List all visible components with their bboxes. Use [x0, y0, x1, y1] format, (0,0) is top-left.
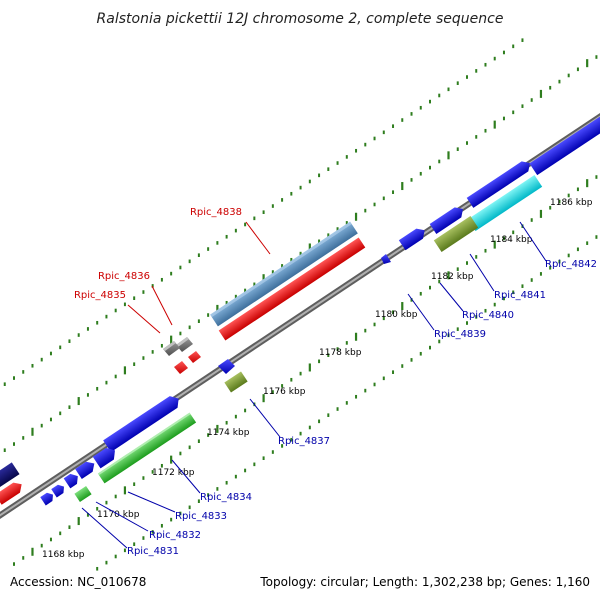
gene-red-small-b[interactable] [188, 351, 201, 363]
gene-blue-lower-left[interactable] [40, 491, 56, 506]
gene-label-leader [151, 285, 173, 326]
tick-label: 1182 kbp [431, 272, 474, 282]
gene-label-leader [439, 282, 464, 312]
gene-label-leader [519, 221, 547, 262]
gene-label-leader [95, 501, 149, 532]
gene-rpic-4838-red[interactable] [218, 237, 366, 341]
gene-label[interactable]: Rpic_4831 [127, 546, 179, 557]
tick-label: 1178 kbp [319, 348, 362, 358]
gene-label-leader [245, 221, 271, 255]
gene-label-leader [171, 459, 201, 494]
tick-label: 1174 kbp [207, 428, 250, 438]
gene-rpic-4837[interactable] [218, 359, 235, 374]
gene-label-leader [407, 293, 435, 331]
gene-blue-upper-right-4[interactable] [398, 225, 428, 251]
gene-label[interactable]: Rpic_4842 [545, 259, 597, 270]
gene-blue-upper-3[interactable] [75, 458, 97, 479]
gene-blue-upper-right-1[interactable] [429, 204, 467, 234]
gene-label-leader [249, 398, 281, 438]
gene-label[interactable]: Rpic_4832 [149, 530, 201, 541]
gene-label-leader [81, 507, 128, 549]
tick-label: 1186 kbp [550, 198, 593, 208]
tick-label: 1184 kbp [490, 235, 533, 245]
gene-label[interactable]: Rpic_4833 [175, 511, 227, 522]
gene-label[interactable]: Rpic_4841 [494, 290, 546, 301]
gene-label[interactable]: Rpic_4837 [278, 436, 330, 447]
gene-label[interactable]: Rpic_4838 [190, 207, 242, 218]
genome-summary-text: Topology: circular; Length: 1,302,238 bp… [259, 575, 590, 589]
gene-label-leader [127, 304, 161, 334]
gene-blue-upper-right-3[interactable] [529, 111, 600, 176]
gene-rpic-4837-olive[interactable] [224, 371, 248, 393]
map-title: Ralstonia pickettii 12J chromosome 2, co… [97, 11, 504, 27]
gene-blue-upper-2[interactable] [92, 445, 119, 469]
tick-tracks [3, 38, 598, 571]
gene-blue-upper-5[interactable] [51, 483, 67, 498]
gene-blue-upper-1[interactable] [103, 393, 182, 453]
gene-label[interactable]: Rpic_4839 [434, 329, 486, 340]
gene-label-leader [469, 253, 495, 292]
gene-rpic-4836[interactable] [176, 337, 193, 352]
tick-label: 1172 kbp [152, 468, 195, 478]
tick-label: 1168 kbp [42, 550, 85, 560]
gene-label[interactable]: Rpic_4835 [74, 290, 126, 301]
accession-text: Accession: NC_010678 [10, 575, 146, 589]
gene-label[interactable]: Rpic_4836 [98, 271, 150, 282]
gene-blue-upper-right-2[interactable] [466, 158, 534, 208]
gene-blue-upper-4[interactable] [63, 471, 81, 489]
gene-label-leader [127, 491, 176, 513]
gene-red-left[interactable] [0, 479, 25, 505]
gene-olive-right[interactable] [433, 215, 479, 253]
tick-label: 1176 kbp [263, 387, 306, 397]
gene-blue-lower-small[interactable] [381, 254, 391, 264]
gene-label[interactable]: Rpic_4840 [462, 310, 514, 321]
gene-navy-left[interactable] [0, 462, 20, 490]
gene-cyan[interactable] [467, 175, 543, 231]
tick-label: 1180 kbp [375, 310, 418, 320]
gene-red-small-a[interactable] [174, 361, 188, 374]
gene-rpic-4838[interactable] [210, 221, 358, 327]
gene-label[interactable]: Rpic_4834 [200, 492, 252, 503]
gene-green-small[interactable] [74, 485, 92, 503]
gene-rpic-4835[interactable] [163, 341, 180, 356]
gene-green-long[interactable] [97, 412, 197, 484]
upper-gene-track [0, 111, 600, 505]
gene-labels: Rpic_4838 Rpic_4836 Rpic_4835 Rpic_4842 Rpic… [74, 207, 597, 557]
lower-gene-track [40, 254, 391, 506]
